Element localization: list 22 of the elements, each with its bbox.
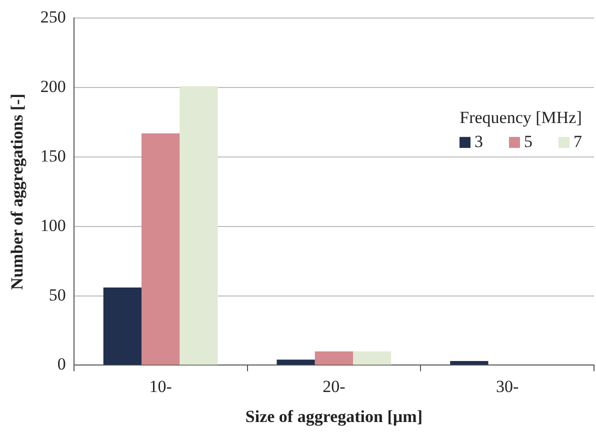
bar — [276, 360, 315, 365]
bar — [180, 86, 218, 365]
y-tick-label: 250 — [40, 8, 66, 27]
bar — [353, 351, 392, 365]
y-tick-label: 0 — [57, 354, 66, 374]
x-axis-title: Size of aggregation [µm] — [245, 407, 422, 426]
bar — [314, 351, 354, 365]
y-axis-title: Number of aggregations [-] — [8, 94, 27, 290]
x-tick-label: 20- — [322, 376, 346, 396]
bar — [103, 287, 142, 365]
bar — [450, 361, 488, 365]
legend-label: 7 — [574, 132, 582, 151]
y-tick-label: 50 — [48, 285, 66, 304]
x-tick-label: 10- — [149, 376, 172, 396]
legend-label: 3 — [474, 132, 483, 151]
y-tick-label: 150 — [40, 146, 66, 166]
y-tick-label: 100 — [40, 216, 66, 235]
x-tick-label: 30- — [496, 376, 519, 396]
legend-label: 5 — [524, 132, 532, 151]
legend-title: Frequency [MHz] — [460, 108, 582, 127]
bar — [142, 133, 180, 365]
y-tick-label: 200 — [40, 77, 66, 96]
